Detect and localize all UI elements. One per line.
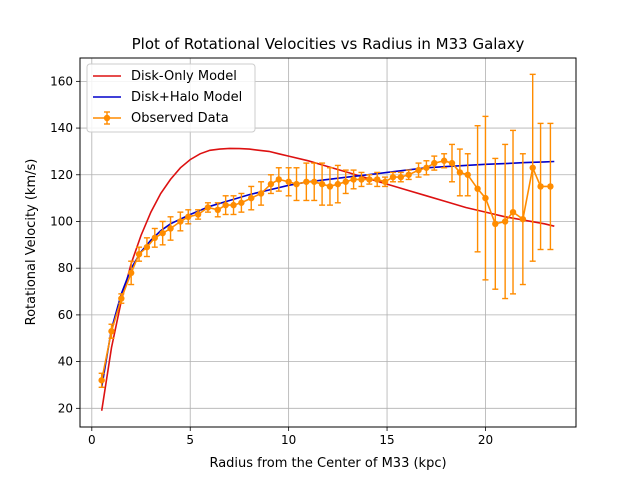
observed-point [440,157,448,164]
observed-point [275,176,282,183]
observed-point [185,213,192,221]
disk-only-model-line [100,147,555,411]
observed-point [389,173,397,181]
x-tick-label: 10 [281,433,296,447]
y-tick-label: 160 [50,74,73,88]
chart-title: Plot of Rotational Velocities vs Radius … [132,35,525,53]
observed-point [267,180,275,188]
y-tick-label: 140 [50,121,73,135]
observed-point [318,180,326,188]
observed-point [248,194,255,202]
observed-point [238,199,245,206]
observed-point [167,225,174,232]
observed-point [311,178,318,185]
observed-point [350,176,357,183]
observed-point [397,173,405,181]
observed-point [159,229,166,237]
observed-point [108,328,115,335]
observed-point [374,176,381,183]
observed-point [482,194,489,202]
y-tick-label: 40 [58,355,73,369]
legend-disk-halo-label: Disk+Halo Model [131,90,242,105]
y-tick-label: 120 [50,168,73,182]
observed-point [214,206,221,214]
observed-point [431,159,438,167]
legend-observed-label: Observed Data [131,111,229,126]
observed-point [474,185,481,192]
observed-point [501,218,509,225]
x-axis-label: Radius from the Center of M33 (kpc) [209,456,446,471]
observed-point [326,183,334,190]
observed-point [285,178,292,185]
observed-point [405,171,412,178]
plot-frame [79,57,577,428]
ticks: 0 5 10 15 20 20 40 60 80 100 120 140 160 [50,74,493,447]
x-tick-label: 0 [88,433,96,447]
y-tick-label: 20 [58,401,73,415]
observed-data-line [100,159,551,381]
observed-point [537,183,544,190]
observed-point [366,176,373,183]
legend-box [86,63,256,133]
observed-point [464,171,471,178]
observed-point [547,183,554,190]
observed-point [456,169,464,176]
observed-point [118,295,125,302]
observed-point [222,201,229,209]
observed-point [492,220,499,228]
observed-point [334,180,342,188]
observed-point [529,164,536,171]
x-tick-label: 15 [379,433,394,447]
observed-point [415,166,422,174]
observed-point [135,250,143,258]
legend: Disk-Only Model Disk+Halo Model Observed… [86,63,256,133]
observed-point [509,208,517,216]
observed-data-series [98,73,554,388]
observed-point [423,164,430,171]
observed-point [381,178,389,185]
series-layer [98,73,555,411]
observed-point [519,215,527,223]
observed-point [204,204,212,211]
observed-point [303,178,310,185]
y-axis-label: Rotational Velocity (km/s) [24,159,39,326]
observed-point [342,178,349,185]
observed-point [127,269,135,277]
observed-point [257,190,265,197]
observed-point [151,234,158,242]
observed-point [177,218,184,225]
observed-point [143,243,151,251]
y-tick-label: 60 [58,308,73,322]
x-tick-label: 20 [478,433,493,447]
y-tick-label: 80 [58,261,73,275]
y-tick-label: 100 [50,214,73,228]
legend-observed-marker [103,114,111,122]
legend-disk-only-label: Disk-Only Model [131,69,237,84]
observed-point [230,201,237,209]
observed-point [293,180,300,188]
observed-point [448,159,456,167]
observed-point [98,377,105,384]
x-tick-label: 5 [186,433,194,447]
observed-point [194,211,202,218]
observed-point [358,176,365,183]
